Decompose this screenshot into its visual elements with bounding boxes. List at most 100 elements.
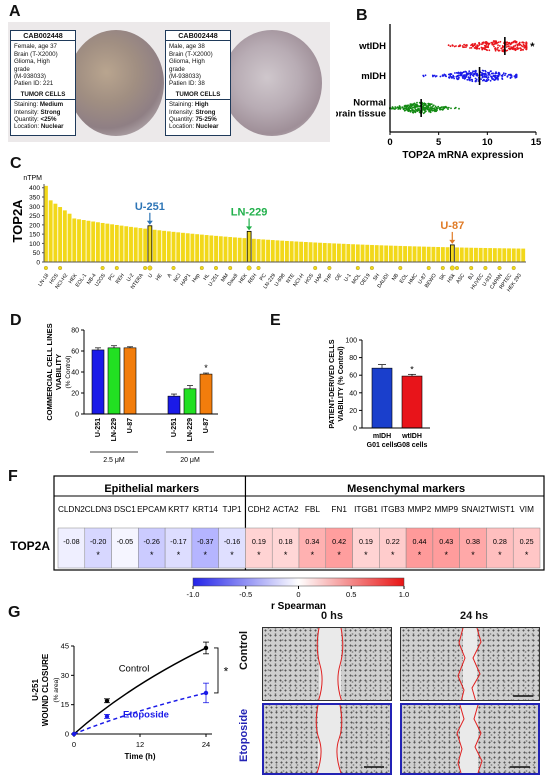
significance-marker: * bbox=[471, 550, 475, 560]
scatter-point bbox=[474, 80, 477, 83]
bar bbox=[507, 248, 511, 262]
x-tick-label: OE19 bbox=[359, 273, 372, 287]
panel-a-ihc: CAB002448 Female, age 37 Brain (T-X2000)… bbox=[8, 22, 330, 142]
info-line: grade bbox=[14, 65, 30, 73]
scatter-point bbox=[487, 78, 490, 81]
bar bbox=[497, 248, 502, 262]
scatter-point bbox=[469, 72, 472, 74]
heatmap-cell bbox=[352, 527, 380, 569]
scatter-point bbox=[457, 72, 459, 75]
scatter-point bbox=[513, 75, 516, 77]
scatter-point bbox=[449, 45, 452, 48]
y-tick-label: 250 bbox=[29, 213, 40, 220]
tissue-dot bbox=[483, 265, 488, 270]
significance-bracket bbox=[214, 647, 219, 694]
scatter-point bbox=[481, 47, 484, 50]
scatter-point bbox=[488, 71, 491, 74]
scatter-point bbox=[423, 102, 426, 105]
scatter-point bbox=[498, 45, 501, 47]
cell-value: 0.38 bbox=[466, 537, 480, 546]
scatter-point bbox=[497, 41, 500, 44]
panel-letter-g: G bbox=[8, 604, 21, 621]
bar bbox=[107, 347, 121, 415]
cell-value: -0.20 bbox=[90, 537, 106, 546]
scatter-point bbox=[482, 79, 484, 82]
scatter-point bbox=[510, 46, 513, 49]
x-tick-label: HSk bbox=[446, 272, 457, 284]
scatter-point bbox=[415, 105, 418, 108]
info-line: Brain (T-X2000) bbox=[14, 50, 58, 58]
y-axis-label: VIABILITY bbox=[54, 354, 63, 390]
info-line: Female, age 37 bbox=[14, 43, 57, 51]
y-tick-label: 20 bbox=[349, 408, 357, 415]
heatmap-cell bbox=[512, 527, 541, 569]
column-label: ACTA2 bbox=[273, 505, 299, 514]
colorbar-tick-label: 0.5 bbox=[346, 590, 356, 599]
cell-value: -0.16 bbox=[224, 537, 240, 546]
bar bbox=[53, 203, 58, 262]
series-line bbox=[73, 692, 207, 735]
scatter-point bbox=[397, 108, 400, 110]
panel-letter-d: D bbox=[10, 312, 22, 329]
scatter-point bbox=[436, 107, 439, 109]
cell-value: -0.17 bbox=[170, 537, 186, 546]
scatter-point bbox=[502, 46, 504, 49]
series-label: Control bbox=[119, 663, 150, 674]
group-label: 20 μM bbox=[180, 457, 200, 464]
bar bbox=[398, 245, 403, 262]
bar bbox=[237, 237, 242, 262]
y-tick-label: 300 bbox=[29, 204, 40, 211]
scatter-point bbox=[437, 105, 440, 108]
y-tick-label: 0 bbox=[65, 730, 69, 739]
scatter-point bbox=[433, 109, 436, 112]
bar bbox=[449, 244, 455, 263]
scatter-point bbox=[412, 106, 415, 109]
info-row: Location: Nuclear bbox=[169, 123, 219, 131]
scatter-point bbox=[493, 45, 495, 48]
tissue-dot bbox=[100, 265, 105, 270]
wound-row-label-etoposide: Etoposide bbox=[238, 708, 250, 762]
marker-group-label: Mesenchymal markers bbox=[347, 483, 465, 495]
heatmap-cell bbox=[138, 527, 166, 569]
colorbar-label: r Spearman bbox=[271, 601, 326, 610]
scatter-point bbox=[506, 49, 509, 52]
ihc-info-box-left: CAB002448 Female, age 37 Brain (T-X2000)… bbox=[10, 30, 76, 136]
bar bbox=[436, 247, 441, 262]
scatter-point bbox=[415, 104, 417, 107]
scatter-point bbox=[469, 73, 472, 76]
info-line: Glioma, High bbox=[14, 58, 50, 66]
tissue-dot bbox=[114, 265, 119, 270]
x-tick-label: OE bbox=[334, 272, 344, 282]
bar bbox=[167, 395, 181, 415]
x-tick-label: REH bbox=[115, 272, 126, 285]
ihc-info-box-right: CAB002448 Male, age 38 Brain (T-X2000) G… bbox=[165, 30, 231, 136]
bar bbox=[124, 226, 129, 262]
bar bbox=[285, 240, 289, 262]
wound-row-label-control: Control bbox=[238, 630, 250, 670]
cell-value: 0.28 bbox=[493, 537, 507, 546]
bar bbox=[44, 185, 48, 262]
scatter-point bbox=[430, 107, 432, 110]
scatter-point bbox=[525, 48, 528, 51]
bar bbox=[370, 244, 374, 262]
x-tick-label: 5 bbox=[436, 137, 442, 148]
scatter-point bbox=[468, 78, 471, 80]
series-label: Etoposide bbox=[123, 709, 169, 720]
cell-value: 0.34 bbox=[305, 537, 319, 546]
x-tick-label: LN-229 bbox=[187, 418, 194, 441]
scatter-point bbox=[509, 43, 512, 46]
y-tick-label: 80 bbox=[349, 355, 357, 362]
scatter-point bbox=[428, 109, 431, 112]
bar bbox=[403, 246, 408, 262]
scatter-point bbox=[418, 101, 421, 104]
scatter-point bbox=[431, 109, 434, 112]
scatter-point bbox=[406, 108, 408, 111]
scatter-point bbox=[498, 49, 501, 52]
y-axis-label: U-251 bbox=[31, 679, 40, 701]
scatter-point bbox=[465, 46, 467, 48]
highlight-arrow-head bbox=[246, 226, 253, 231]
y-tick-label: 30 bbox=[61, 671, 69, 680]
scatter-point bbox=[494, 47, 497, 49]
info-row: Quantity: <25% bbox=[14, 116, 57, 124]
scatter-point bbox=[470, 47, 473, 49]
